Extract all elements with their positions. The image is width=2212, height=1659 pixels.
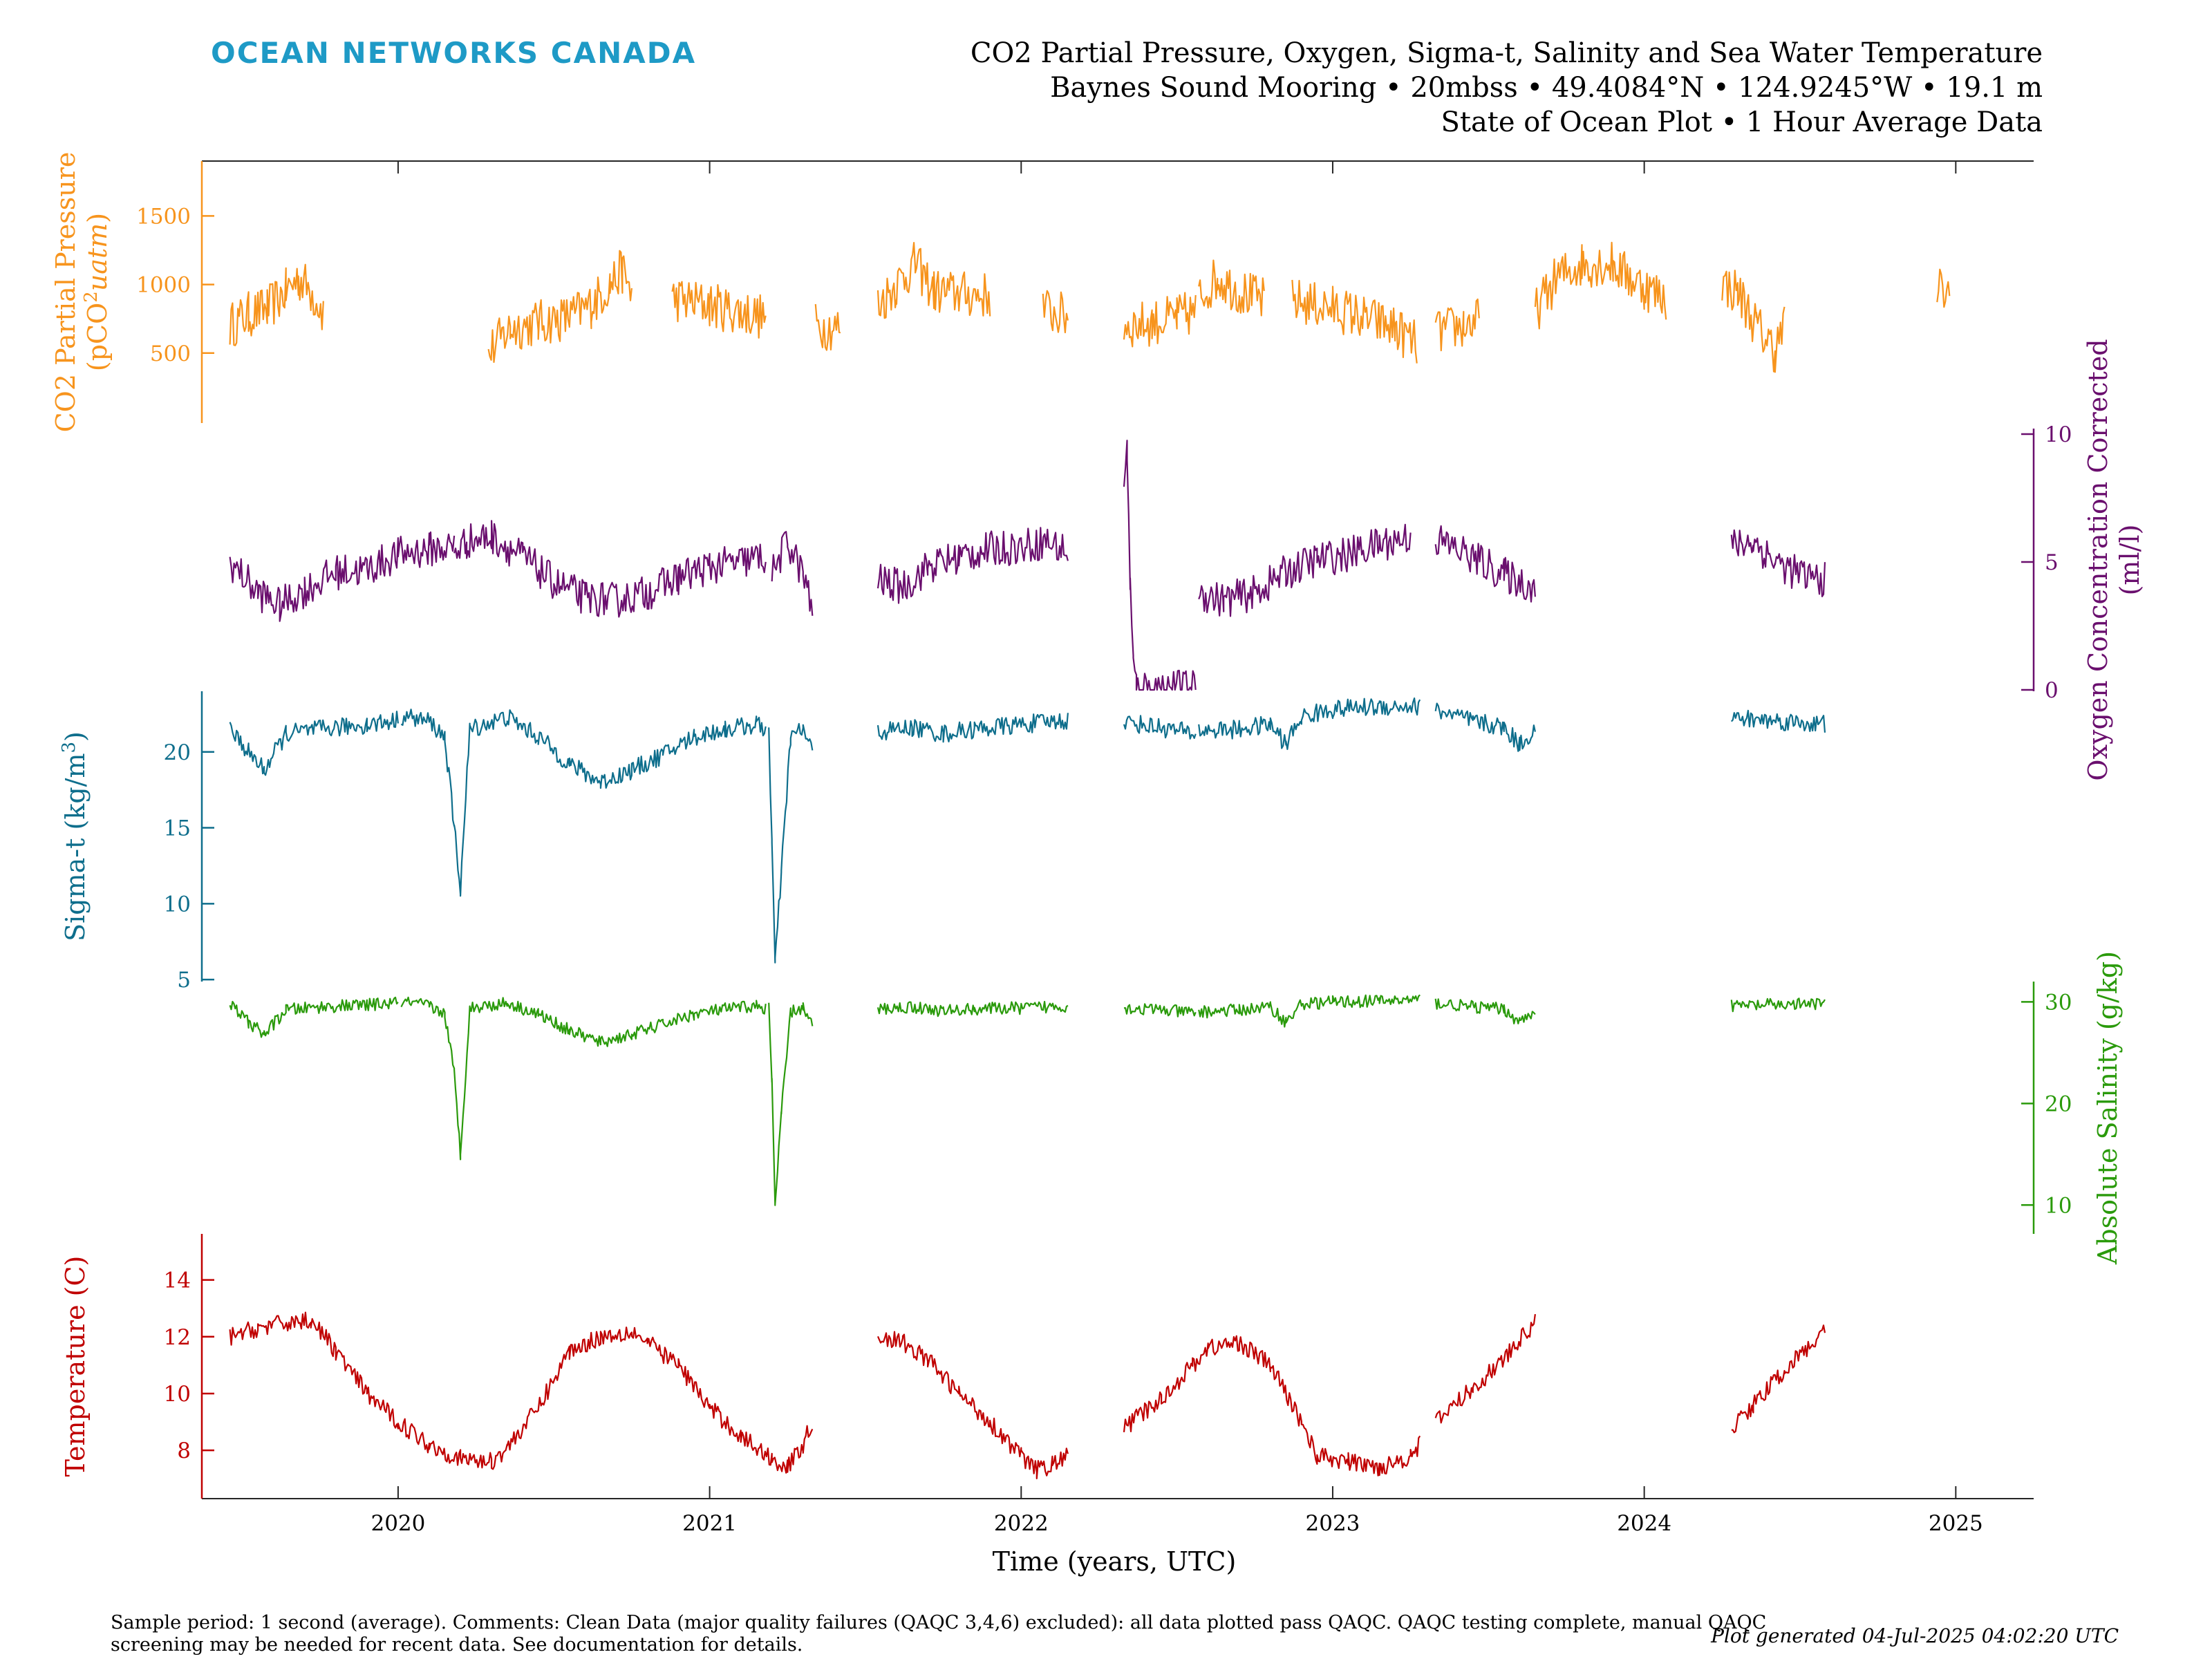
co2-series-segment [814,303,841,351]
oxygen-axis-title-line1: Oxygen Concentration Corrected [2083,339,2113,780]
salinity-series-segment [877,1000,1069,1018]
co2-axis-title: CO2 Partial Pressure (pCO2uatm) [50,152,113,433]
sigma-series-segment [1123,715,1197,740]
sigma-series-segment [229,711,399,776]
co2-axis-title-sup: 2 [81,291,102,303]
x-tick-label: 2022 [994,1511,1049,1536]
co2-series-segment [877,242,991,319]
co2-series-segment [1291,279,1418,364]
co2-series-segment [1434,298,1480,352]
temperature-series-segment [877,1331,1069,1479]
x-tick-label: 2024 [1617,1511,1671,1536]
sigma-series-segment [768,722,814,964]
salinity-tick-label: 10 [2045,1193,2072,1218]
co2-axis-title-line1: CO2 Partial Pressure [50,152,81,433]
x-tick-label: 2020 [371,1511,425,1536]
temperature-tick-label: 14 [164,1268,191,1293]
salinity-series-segment [1123,1003,1197,1018]
co2-series-segment [487,250,632,363]
x-tick-label: 2025 [1929,1511,1983,1536]
sigma-series-segment [1730,709,1826,733]
temperature-series-segment [1123,1335,1421,1477]
sigma-axis-title-sup: 3 [59,742,79,753]
oxygen-series-segment [1123,440,1197,691]
x-tick-label: 2023 [1306,1511,1360,1536]
co2-axis-title-close: ) [82,213,113,223]
salinity-series-segment [768,1002,814,1206]
temperature-axis-title: Temperature (C) [60,1256,91,1477]
co2-series-segment [1534,241,1667,330]
chart-subtitle-type: State of Ocean Plot • 1 Hour Average Dat… [1441,106,2043,138]
oxygen-axis-title: Oxygen Concentration Corrected (ml/l) [2083,339,2145,780]
salinity-axis-title-line1: Absolute Salinity (g/kg) [2092,951,2123,1265]
salinity-series-segment [400,996,767,1161]
co2-tick-label: 1500 [136,204,191,229]
sigma-axis-title-close: ) [60,731,91,742]
sigma-tick-label: 5 [177,968,191,993]
oxygen-series-segment [1730,529,1826,597]
sigma-tick-label: 20 [164,740,191,765]
sigma-series-segment [1434,702,1536,752]
footer-comments: Sample period: 1 second (average). Comme… [111,1612,1767,1656]
co2-series-segment [671,281,767,339]
sigma-series-segment [877,713,1069,743]
co2-series-segment [229,263,324,346]
sigma-axis-title-line1: Sigma-t (kg/m3) [59,731,91,941]
salinity-axis-title: Absolute Salinity (g/kg) [2092,951,2123,1265]
co2-series-segment [1123,292,1197,348]
co2-axis-title-line2: (pCO2uatm) [81,213,113,371]
salinity-series-segment [1730,997,1826,1013]
salinity-series-segment [1198,994,1421,1028]
temperature-series-segment [1731,1324,1826,1434]
plot-frame [202,160,2034,1499]
sigma-tick-label: 10 [164,892,191,917]
oxygen-series-segment [1434,525,1536,603]
co2-series-segment [1936,268,1951,308]
temperature-series-segment [229,1311,814,1474]
oxygen-series-segment [229,531,456,622]
salinity-tick-label: 30 [2045,990,2072,1015]
oxygen-series-segment [1198,523,1412,617]
sigma-axis-title: Sigma-t (kg/m3) [59,731,91,941]
oxygen-series-segment [877,527,1069,604]
temperature-axis-title-line1: Temperature (C) [60,1256,91,1477]
plot-generated-timestamp: Plot generated 04-Jul-2025 04:02:20 UTC [1711,1624,2119,1647]
salinity-series-segment [1434,998,1536,1024]
temperature-tick-label: 8 [177,1438,191,1463]
sigma-series-segment [400,709,767,897]
co2-series-segment [1042,290,1069,334]
chart-subtitle-location: Baynes Sound Mooring • 20mbss • 49.4084°… [1050,72,2043,104]
oxygen-tick-label: 10 [2045,422,2072,447]
logo: OCEAN NETWORKS CANADA [211,36,697,70]
oxygen-tick-label: 5 [2045,550,2059,575]
sigma-tick-label: 15 [164,816,191,841]
oxygen-axis-title-line2: (ml/l) [2115,525,2145,596]
salinity-series-segment [229,996,399,1038]
co2-series-segment [1721,270,1785,373]
temperature-series-segment [1434,1313,1536,1424]
oxygen-series-segment [453,520,767,618]
x-axis-label: Time (years, UTC) [993,1546,1237,1577]
sigma-series-segment [1198,697,1421,750]
co2-tick-label: 1000 [136,273,191,298]
co2-tick-label: 500 [150,341,191,366]
salinity-tick-label: 20 [2045,1091,2072,1116]
series-layer [229,241,1951,1479]
temperature-tick-label: 12 [164,1325,191,1350]
co2-axis-title-unit: uatm [82,223,113,291]
oxygen-tick-label: 0 [2045,678,2059,703]
chart-title: CO2 Partial Pressure, Oxygen, Sigma-t, S… [970,37,2043,69]
oxygen-series-segment [771,531,814,616]
co2-series-segment [1198,259,1265,317]
x-tick-label: 2021 [682,1511,737,1536]
temperature-tick-label: 10 [164,1382,191,1407]
